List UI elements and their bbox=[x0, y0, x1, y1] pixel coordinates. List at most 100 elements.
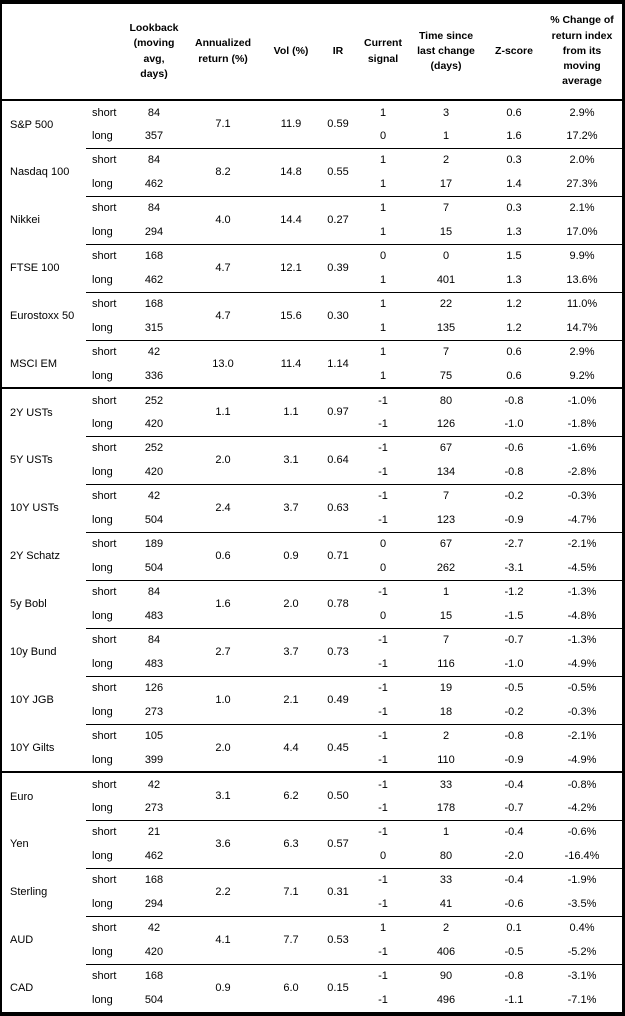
lookback-value: 357 bbox=[144, 129, 164, 142]
current-signal-value: 1 bbox=[379, 369, 387, 382]
current-signal-value: -1 bbox=[360, 675, 406, 700]
time-since-value: 2 bbox=[406, 723, 486, 748]
z-score-value: -0.8 bbox=[504, 465, 524, 478]
z-score-value: -3.1 bbox=[504, 561, 524, 574]
time-since-value: 41 bbox=[439, 897, 453, 910]
pct-change-value: -3.5% bbox=[567, 897, 597, 910]
lookback-value: 84 bbox=[128, 147, 180, 172]
current-signal-value: -1 bbox=[378, 945, 388, 958]
table-row: 10Y JGB short 126 1.0 2.1 0.49 -1 19 -0.5 -0.5% bbox=[2, 675, 622, 724]
header-row: Lookback (moving avg, days) Annualized r… bbox=[2, 4, 622, 101]
current-signal-value: 1 bbox=[360, 291, 406, 316]
table-row: MSCI EM short 42 13.0 11.4 1.14 1 7 0.6 2.9% bbox=[2, 339, 622, 388]
current-signal-value: 1 bbox=[360, 147, 406, 172]
lookback-value: 168 bbox=[128, 867, 180, 892]
vol-value: 6.3 bbox=[266, 819, 316, 868]
horizon-label: long bbox=[92, 849, 113, 862]
horizon-label: short bbox=[86, 675, 128, 700]
current-signal-value: -1 bbox=[360, 819, 406, 844]
current-signal-value: -1 bbox=[378, 994, 388, 1006]
ir-value: 0.71 bbox=[316, 531, 360, 580]
lookback-value: 168 bbox=[128, 291, 180, 316]
annualized-return-value: 1.0 bbox=[180, 675, 266, 724]
z-score-value: -1.0 bbox=[504, 417, 524, 430]
current-signal-value: 1 bbox=[360, 195, 406, 220]
horizon-label: short bbox=[86, 723, 128, 748]
pct-change-value: -2.8% bbox=[567, 465, 597, 478]
pct-change-value: -7.1% bbox=[567, 994, 597, 1006]
time-since-value: 33 bbox=[406, 867, 486, 892]
table-row: long 336 1 75 0.6 9.2% bbox=[2, 364, 622, 388]
asset-name: Nasdaq 100 bbox=[10, 166, 70, 178]
momentum-signals-table: Lookback (moving avg, days) Annualized r… bbox=[2, 4, 622, 1012]
vol-value: 4.4 bbox=[266, 723, 316, 772]
vol-value: 11.9 bbox=[280, 118, 302, 131]
asset-name: 2Y USTs bbox=[2, 387, 86, 436]
annualized-return-value: 4.7 bbox=[180, 243, 266, 292]
horizon-label: short bbox=[86, 963, 128, 988]
pct-change-value: -1.6% bbox=[542, 435, 622, 460]
table-row: long 399 -1 110 -0.9 -4.9% bbox=[2, 748, 622, 772]
current-signal-value: -1 bbox=[360, 723, 406, 748]
z-score-value: -0.8 bbox=[486, 963, 542, 988]
current-signal-value: -1 bbox=[360, 387, 406, 412]
current-signal-value: -1 bbox=[360, 579, 406, 604]
asset-name: Sterling bbox=[10, 886, 48, 898]
current-signal-value: -1 bbox=[360, 435, 406, 460]
annualized-return-value: 2.4 bbox=[180, 483, 266, 532]
lookback-value: 294 bbox=[144, 225, 164, 238]
pct-change-value: -2.1% bbox=[542, 723, 622, 748]
pct-change-value: -4.7% bbox=[567, 513, 597, 526]
vol-value: 11.4 bbox=[266, 339, 316, 388]
time-since-value: 75 bbox=[439, 369, 453, 382]
horizon-label: short bbox=[86, 339, 128, 364]
horizon-label: long bbox=[92, 225, 113, 238]
table-row: CAD short 168 0.9 6.0 0.15 -1 90 -0.8 -3.1% bbox=[2, 963, 622, 1012]
current-signal-value: 0 bbox=[360, 531, 406, 556]
time-since-value: 3 bbox=[442, 106, 450, 119]
lookback-value: 504 bbox=[144, 561, 164, 574]
z-score-value: 0.3 bbox=[486, 195, 542, 220]
z-score-value: 0.6 bbox=[506, 369, 522, 382]
header-asset bbox=[2, 4, 86, 101]
ir-value: 0.64 bbox=[316, 435, 360, 484]
vol-value: 6.0 bbox=[266, 963, 316, 1012]
vol-value: 14.8 bbox=[266, 147, 316, 196]
pct-change-value: -4.9% bbox=[567, 753, 597, 766]
time-since-value: 18 bbox=[439, 705, 453, 718]
annualized-return-value: 4.1 bbox=[180, 915, 266, 964]
lookback-value: 504 bbox=[144, 513, 164, 526]
vol-value: 0.9 bbox=[266, 531, 316, 580]
horizon-label: long bbox=[92, 945, 113, 958]
horizon-label: short bbox=[86, 915, 128, 940]
annualized-return-value: 8.2 bbox=[180, 147, 266, 196]
lookback-value: 84 bbox=[147, 106, 161, 119]
z-score-value: -1.2 bbox=[486, 579, 542, 604]
time-since-value: 1 bbox=[406, 819, 486, 844]
pct-change-value: 17.2% bbox=[566, 129, 598, 142]
annualized-return-value: 4.0 bbox=[180, 195, 266, 244]
current-signal-value: 0 bbox=[379, 561, 387, 574]
z-score-value: -0.2 bbox=[504, 705, 524, 718]
pct-change-value: 27.3% bbox=[566, 177, 598, 190]
current-signal-value: -1 bbox=[360, 963, 406, 988]
z-score-value: -0.7 bbox=[504, 801, 524, 814]
horizon-label: long bbox=[92, 513, 113, 526]
horizon-label: long bbox=[92, 369, 113, 382]
horizon-label: long bbox=[92, 129, 113, 142]
lookback-value: 462 bbox=[144, 849, 164, 862]
horizon-label: short bbox=[86, 147, 128, 172]
z-score-value: 1.4 bbox=[506, 177, 522, 190]
vol-value: 6.2 bbox=[266, 771, 316, 820]
table-row: long 420 -1 134 -0.8 -2.8% bbox=[2, 460, 622, 484]
horizon-label: short bbox=[86, 531, 128, 556]
horizon-label: long bbox=[92, 801, 113, 814]
table-row: long 462 0 80 -2.0 -16.4% bbox=[2, 844, 622, 868]
horizon-label: long bbox=[92, 321, 113, 334]
table-row: long 504 -1 496 -1.1 -7.1% bbox=[2, 988, 622, 1012]
lookback-value: 252 bbox=[128, 435, 180, 460]
z-score-value: 0.6 bbox=[486, 339, 542, 364]
horizon-label: long bbox=[92, 897, 113, 910]
lookback-value: 273 bbox=[144, 705, 164, 718]
